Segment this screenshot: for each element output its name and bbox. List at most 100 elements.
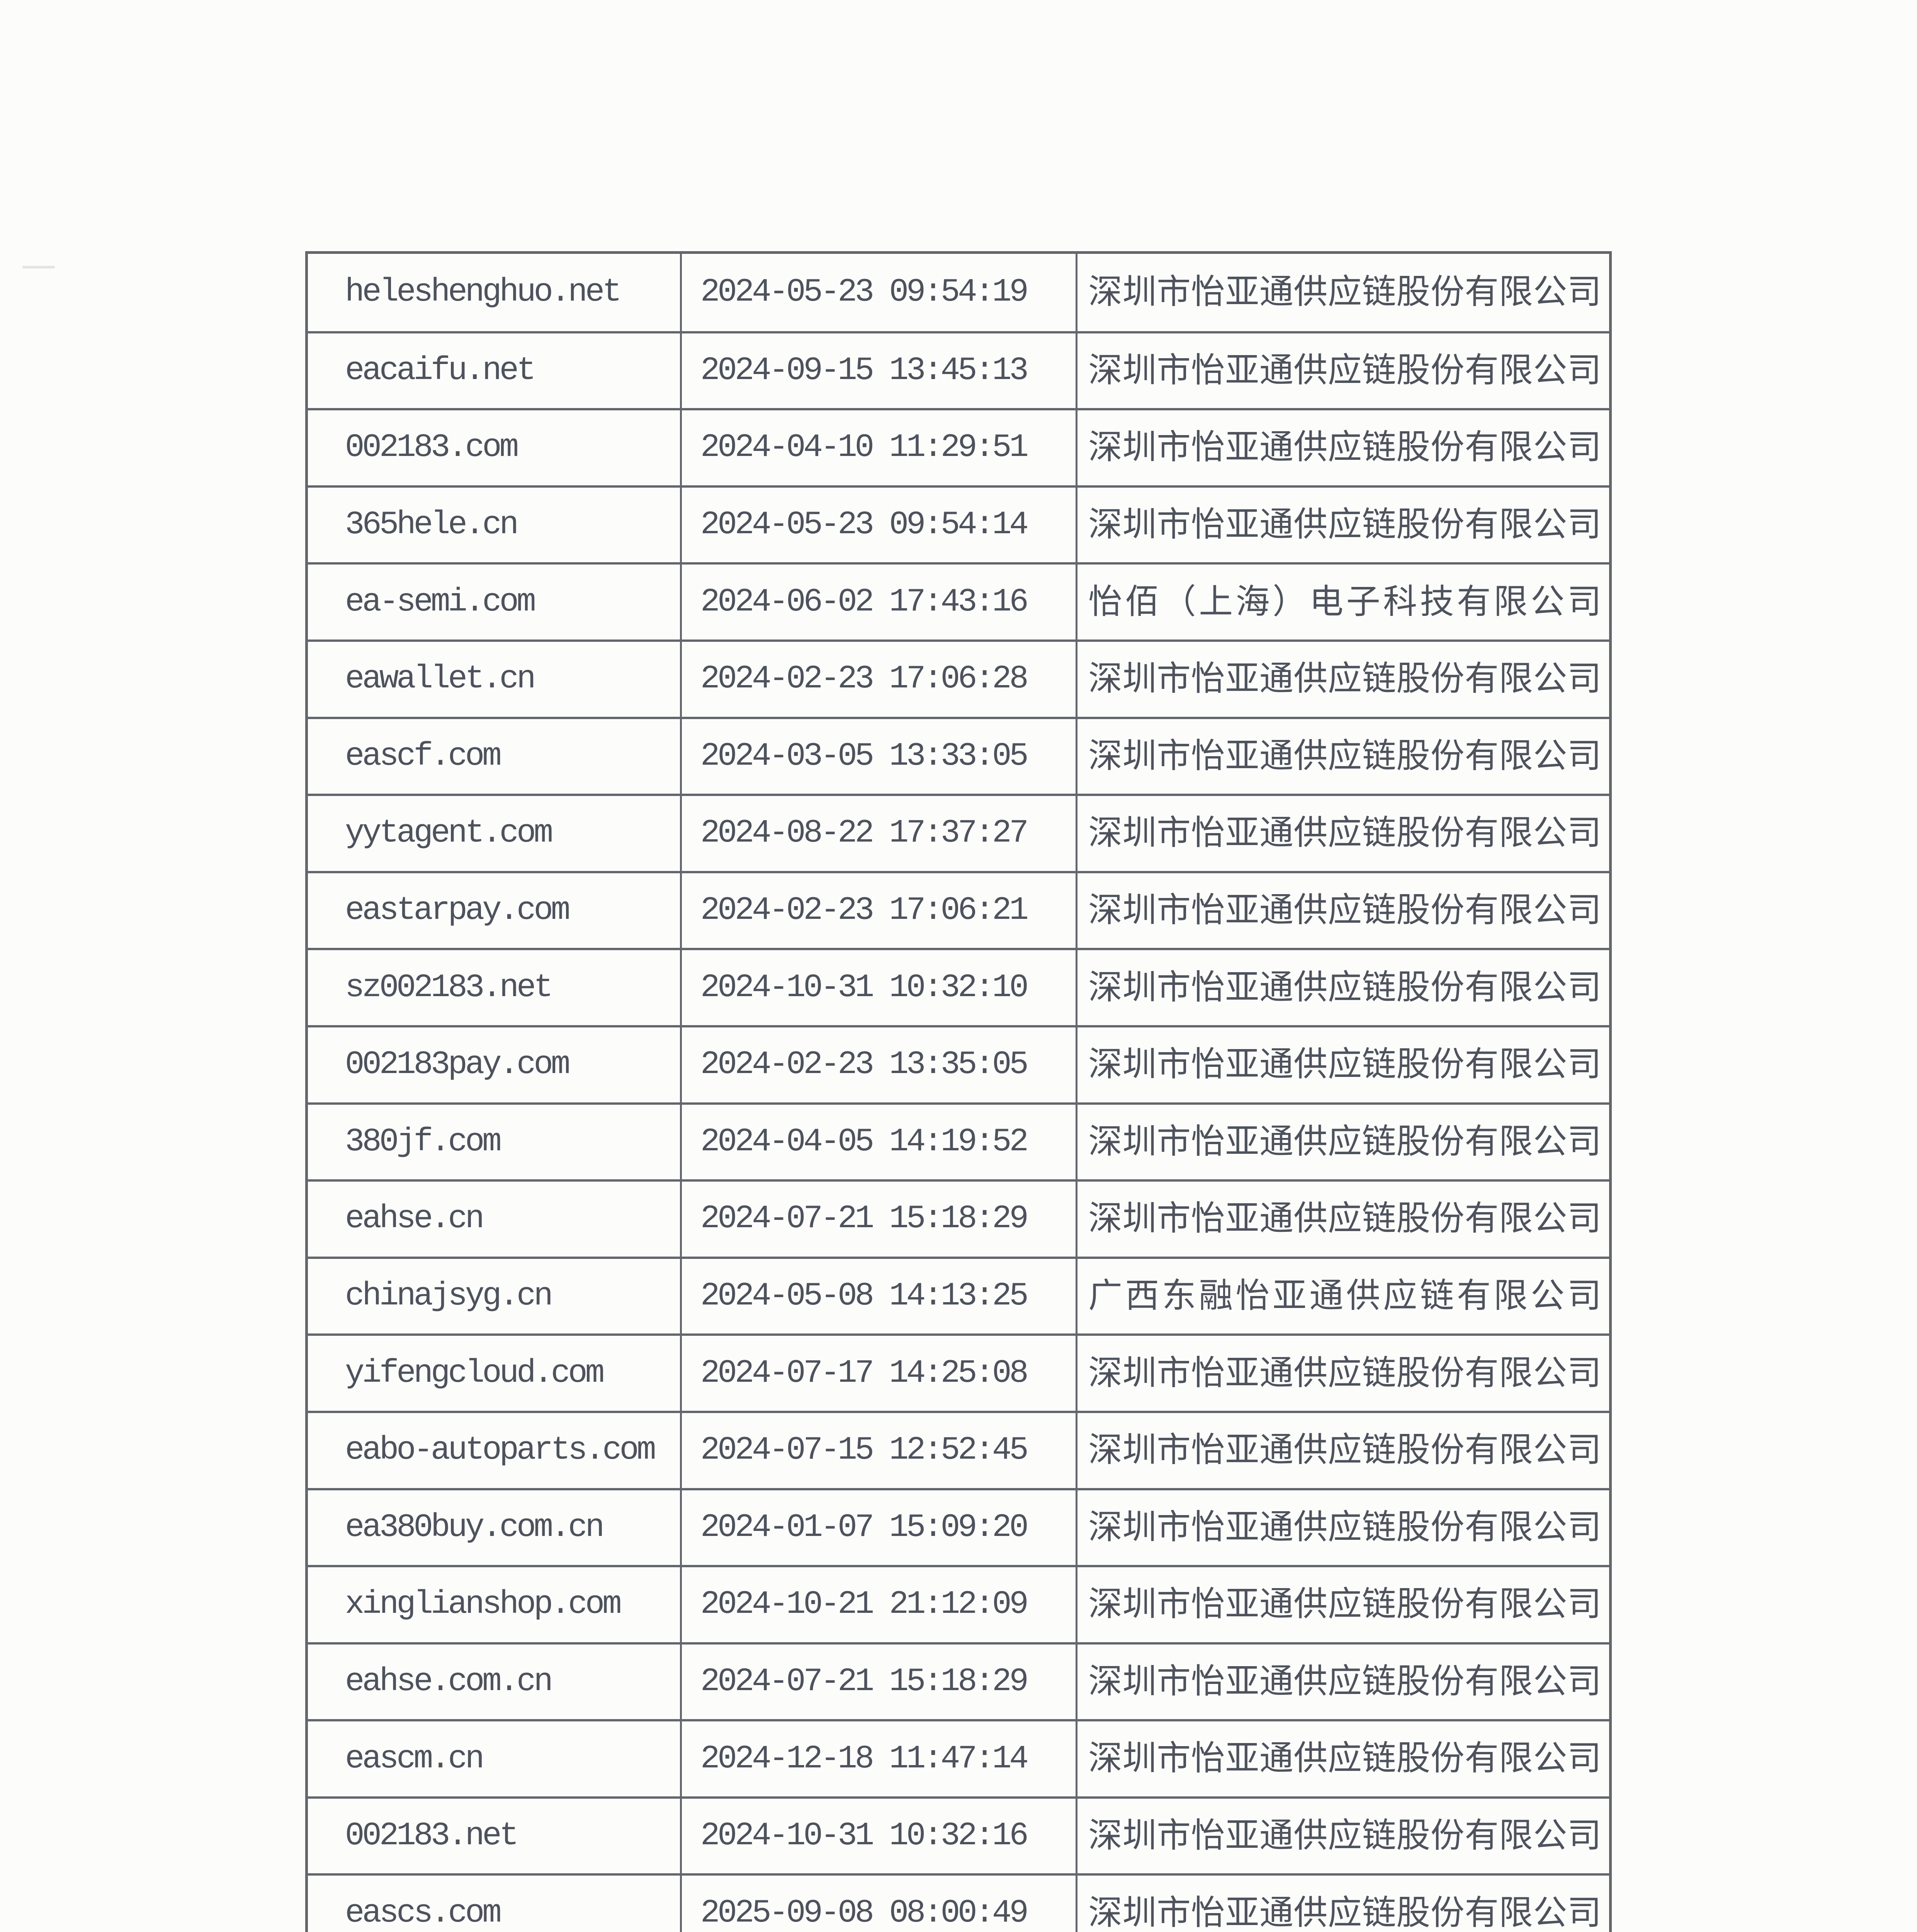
registrant-name: 深圳市怡亚通供应链股份有限公司 [1088,969,1601,1007]
domain-cell: 002183.com [345,429,519,466]
domain-cell: eascs.com [345,1895,502,1932]
table-row: eawallet.cn 2024-02-23 17:06:28 深圳市怡亚通供应… [308,639,1609,717]
domain-cell: yytagent.com [345,815,553,852]
registrant-cell: 深圳市怡亚通供应链股份有限公司 [1076,410,1609,485]
registration-time-cell: 2024-03-05 13:33:05 [680,719,1076,794]
registrant-name: 深圳市怡亚通供应链股份有限公司 [1088,274,1601,311]
registrant-cell: 深圳市怡亚通供应链股份有限公司 [1076,1182,1609,1257]
registrant-cell: 广西东融怡亚通供应链有限公司 [1076,1259,1609,1334]
registration-time-cell: 2024-10-31 10:32:10 [680,950,1076,1025]
registrant-cell: 深圳市怡亚通供应链股份有限公司 [1076,1567,1609,1642]
registrant-cell: 深圳市怡亚通供应链股份有限公司 [1076,950,1609,1025]
registrant-cell: 深圳市怡亚通供应链股份有限公司 [1076,719,1609,794]
domain-cell: yifengcloud.com [345,1355,605,1392]
registrant-name: 深圳市怡亚通供应链股份有限公司 [1088,1586,1601,1624]
scan-artifact [22,266,55,269]
registrant-cell: 怡佰（上海）电子科技有限公司 [1076,565,1609,639]
registrant-name: 深圳市怡亚通供应链股份有限公司 [1088,1663,1601,1701]
registrant-cell: 深圳市怡亚通供应链股份有限公司 [1076,873,1609,948]
registration-time-cell: 2024-07-17 14:25:08 [680,1336,1076,1411]
domain-cell: eastarpay.com [345,892,570,929]
table-row: 365hele.cn 2024-05-23 09:54:14 深圳市怡亚通供应链… [308,485,1609,563]
registration-time-cell: 2024-09-15 13:45:13 [680,333,1076,408]
domain-cell: eawallet.cn [345,661,536,698]
registration-time-cell: 2024-10-31 10:32:16 [680,1798,1076,1874]
table-row: 002183.net 2024-10-31 10:32:16 深圳市怡亚通供应链… [308,1796,1609,1874]
table-row: ea380buy.com.cn 2024-01-07 15:09:20 深圳市怡… [308,1488,1609,1565]
registration-time-cell: 2024-05-23 09:54:19 [680,254,1076,331]
table-row: sz002183.net 2024-10-31 10:32:10 深圳市怡亚通供… [308,948,1609,1025]
registration-time-cell: 2024-12-18 11:47:14 [680,1721,1076,1796]
registrant-cell: 深圳市怡亚通供应链股份有限公司 [1076,1104,1609,1180]
table-row: eahse.com.cn 2024-07-21 15:18:29 深圳市怡亚通供… [308,1642,1609,1719]
registrant-name: 深圳市怡亚通供应链股份有限公司 [1088,1432,1601,1469]
domain-cell: chinajsyg.cn [345,1278,553,1315]
domain-cell: eascm.cn [345,1740,484,1777]
domain-cell: sz002183.net [345,969,553,1006]
table-row: 380jf.com 2024-04-05 14:19:52 深圳市怡亚通供应链股… [308,1102,1609,1180]
registration-time-cell: 2024-05-08 14:13:25 [680,1259,1076,1334]
registrant-cell: 深圳市怡亚通供应链股份有限公司 [1076,1721,1609,1796]
domain-cell: heleshenghuo.net [345,274,622,311]
table-row: 002183pay.com 2024-02-23 13:35:05 深圳市怡亚通… [308,1025,1609,1102]
registration-time-cell: 2024-02-23 17:06:21 [680,873,1076,948]
table-row: heleshenghuo.net 2024-05-23 09:54:19 深圳市… [308,254,1609,331]
table-row: eacaifu.net 2024-09-15 13:45:13 深圳市怡亚通供应… [308,331,1609,408]
domain-cell: 002183pay.com [345,1046,570,1083]
registrant-name: 深圳市怡亚通供应链股份有限公司 [1088,1354,1601,1392]
domain-cell: 380jf.com [345,1123,502,1160]
registration-time-cell: 2024-02-23 17:06:28 [680,641,1076,717]
registrant-name: 深圳市怡亚通供应链股份有限公司 [1088,1817,1601,1855]
domain-cell: eascf.com [345,738,502,775]
domain-cell: eahse.com.cn [345,1663,553,1700]
table-row: eahse.cn 2024-07-21 15:18:29 深圳市怡亚通供应链股份… [308,1179,1609,1257]
domain-cell: 002183.net [345,1818,519,1855]
registrant-name: 深圳市怡亚通供应链股份有限公司 [1088,891,1601,929]
registrant-cell: 深圳市怡亚通供应链股份有限公司 [1076,1798,1609,1874]
domain-cell: ea380buy.com.cn [345,1509,605,1546]
table-row: eastarpay.com 2024-02-23 17:06:21 深圳市怡亚通… [308,871,1609,948]
domain-cell: 365hele.cn [345,507,519,544]
registrant-name: 深圳市怡亚通供应链股份有限公司 [1088,660,1601,698]
table-row: yytagent.com 2024-08-22 17:37:27 深圳市怡亚通供… [308,794,1609,871]
table-row: yifengcloud.com 2024-07-17 14:25:08 深圳市怡… [308,1333,1609,1411]
registrant-name: 深圳市怡亚通供应链股份有限公司 [1088,1894,1601,1932]
registration-time-cell: 2024-06-02 17:43:16 [680,565,1076,639]
registration-time-cell: 2024-07-21 15:18:29 [680,1644,1076,1719]
domain-cell: eabo-autoparts.com [345,1432,656,1469]
registrant-name: 深圳市怡亚通供应链股份有限公司 [1088,1123,1601,1161]
registrant-name: 深圳市怡亚通供应链股份有限公司 [1088,737,1601,775]
registrant-cell: 深圳市怡亚通供应链股份有限公司 [1076,1644,1609,1719]
registration-time-cell: 2025-09-08 08:00:49 [680,1876,1076,1932]
table-row: eascm.cn 2024-12-18 11:47:14 深圳市怡亚通供应链股份… [308,1719,1609,1796]
registration-time-cell: 2024-07-21 15:18:29 [680,1182,1076,1257]
registrant-name: 怡佰（上海）电子科技有限公司 [1088,583,1601,621]
domain-cell: xinglianshop.com [345,1586,622,1623]
registration-time-cell: 2024-01-07 15:09:20 [680,1490,1076,1565]
registration-time-cell: 2024-04-10 11:29:51 [680,410,1076,485]
registrant-cell: 深圳市怡亚通供应链股份有限公司 [1076,641,1609,717]
registrant-name: 深圳市怡亚通供应链股份有限公司 [1088,1046,1601,1084]
table-row: ea-semi.com 2024-06-02 17:43:16 怡佰（上海）电子… [308,562,1609,639]
registrant-name: 广西东融怡亚通供应链有限公司 [1088,1277,1601,1315]
registrant-name: 深圳市怡亚通供应链股份有限公司 [1088,352,1601,389]
registrant-name: 深圳市怡亚通供应链股份有限公司 [1088,429,1601,467]
domain-cell: ea-semi.com [345,583,536,621]
registration-time-cell: 2024-10-21 21:12:09 [680,1567,1076,1642]
registrant-name: 深圳市怡亚通供应链股份有限公司 [1088,506,1601,544]
registrant-name: 深圳市怡亚通供应链股份有限公司 [1088,1509,1601,1546]
registrant-cell: 深圳市怡亚通供应链股份有限公司 [1076,1413,1609,1488]
table-row: chinajsyg.cn 2024-05-08 14:13:25 广西东融怡亚通… [308,1256,1609,1334]
registrant-cell: 深圳市怡亚通供应链股份有限公司 [1076,1876,1609,1932]
domain-cell: eahse.cn [345,1201,484,1238]
registrant-cell: 深圳市怡亚通供应链股份有限公司 [1076,1490,1609,1565]
registrant-name: 深圳市怡亚通供应链股份有限公司 [1088,815,1601,852]
table-row: eascs.com 2025-09-08 08:00:49 深圳市怡亚通供应链股… [308,1873,1609,1932]
registrant-cell: 深圳市怡亚通供应链股份有限公司 [1076,1027,1609,1102]
table-row: 002183.com 2024-04-10 11:29:51 深圳市怡亚通供应链… [308,408,1609,485]
registrant-cell: 深圳市怡亚通供应链股份有限公司 [1076,254,1609,331]
table-row: xinglianshop.com 2024-10-21 21:12:09 深圳市… [308,1565,1609,1642]
registrant-cell: 深圳市怡亚通供应链股份有限公司 [1076,796,1609,871]
registration-time-cell: 2024-07-15 12:52:45 [680,1413,1076,1488]
